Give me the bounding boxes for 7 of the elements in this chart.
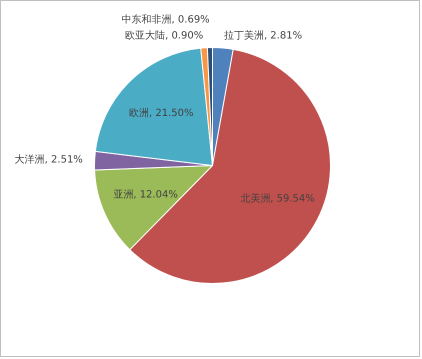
slice-label: 拉丁美洲, 2.81% <box>224 30 302 42</box>
slice-label: 北美洲, 59.54% <box>240 192 315 205</box>
slice-label: 欧亚大陆, 0.90% <box>125 30 204 42</box>
slice-label: 大洋洲, 2.51% <box>14 154 83 166</box>
slice-label: 中东和非洲, 0.69% <box>122 14 210 26</box>
slice-label: 亚洲, 12.04% <box>113 188 178 201</box>
slice-label: 欧洲, 21.50% <box>129 106 194 119</box>
